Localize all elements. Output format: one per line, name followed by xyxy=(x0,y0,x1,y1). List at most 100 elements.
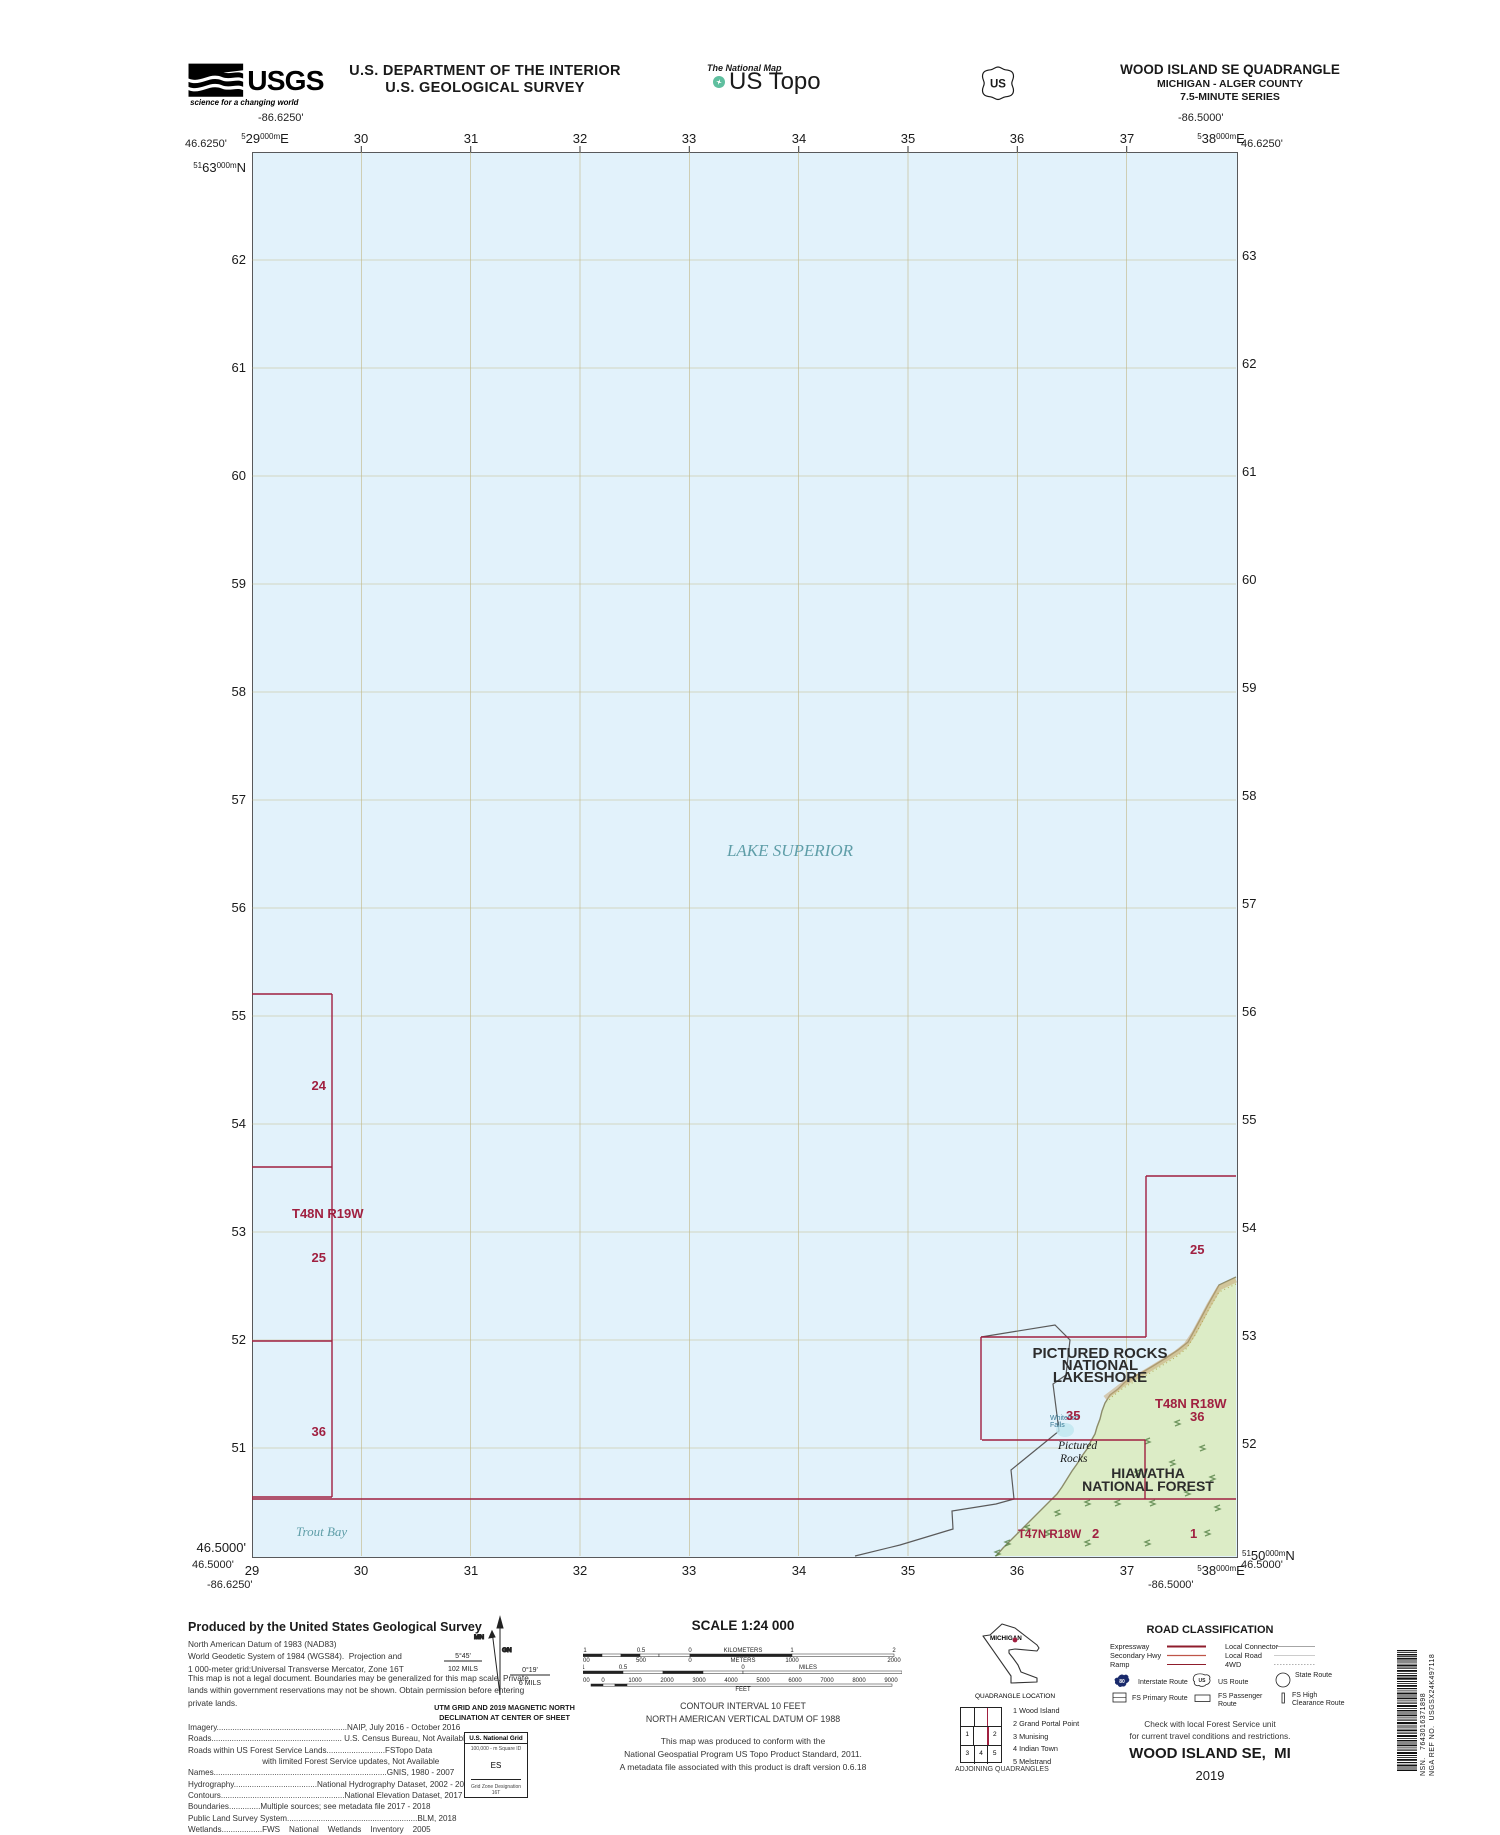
svg-text:T47N R18W: T47N R18W xyxy=(1018,1529,1081,1541)
svg-text:MN: MN xyxy=(474,1634,484,1641)
svg-text:1000: 1000 xyxy=(785,1658,799,1664)
svg-text:1: 1 xyxy=(790,1648,794,1654)
svg-text:37: 37 xyxy=(1120,1563,1134,1578)
svg-text:2000: 2000 xyxy=(660,1678,674,1684)
svg-text:31: 31 xyxy=(464,1563,478,1578)
svg-text:0: 0 xyxy=(688,1658,692,1664)
svg-text:52: 52 xyxy=(1242,1436,1256,1451)
svg-text:0.5: 0.5 xyxy=(637,1648,646,1654)
svg-text:Pictured: Pictured xyxy=(1057,1440,1097,1452)
svg-text:Clearance Route: Clearance Route xyxy=(1292,1700,1345,1707)
svg-text:5150000mN: 5150000mN xyxy=(1242,1548,1295,1563)
svg-text:31: 31 xyxy=(464,131,478,146)
svg-text:5163000mN: 5163000mN xyxy=(193,160,246,175)
svg-text:State Route: State Route xyxy=(1295,1672,1332,1679)
svg-text:32: 32 xyxy=(573,1563,587,1578)
svg-text:54: 54 xyxy=(232,1116,246,1131)
svg-text:58: 58 xyxy=(232,684,246,699)
svg-text:59: 59 xyxy=(232,576,246,591)
svg-text:2: 2 xyxy=(892,1648,896,1654)
svg-text:6 MILS: 6 MILS xyxy=(519,1680,542,1687)
svg-text:30: 30 xyxy=(354,131,368,146)
svg-text:FS Passenger: FS Passenger xyxy=(1218,1693,1263,1700)
svg-text:FS High: FS High xyxy=(1292,1692,1317,1699)
svg-text:25: 25 xyxy=(312,1250,326,1265)
svg-text:LAKESHORE: LAKESHORE xyxy=(1053,1369,1147,1386)
svg-text:52: 52 xyxy=(232,1332,246,1347)
svg-text:56: 56 xyxy=(232,900,246,915)
svg-text:34: 34 xyxy=(792,131,806,146)
svg-text:QUADRANGLE LOCATION: QUADRANGLE LOCATION xyxy=(975,1693,1055,1700)
svg-text:Local Connector: Local Connector xyxy=(1225,1642,1279,1651)
svg-text:35: 35 xyxy=(901,1563,915,1578)
svg-text:1000: 1000 xyxy=(628,1678,642,1684)
svg-text:Rocks: Rocks xyxy=(1059,1453,1088,1465)
svg-text:Interstate Route: Interstate Route xyxy=(1138,1679,1188,1686)
svg-text:57: 57 xyxy=(1242,896,1256,911)
svg-text:5000: 5000 xyxy=(756,1678,770,1684)
svg-text:Falls: Falls xyxy=(1050,1422,1065,1429)
svg-text:57: 57 xyxy=(232,792,246,807)
svg-text:538000mE: 538000mE xyxy=(1197,131,1245,146)
svg-text:34: 34 xyxy=(792,1563,806,1578)
svg-text:METERS: METERS xyxy=(730,1658,755,1664)
svg-text:2: 2 xyxy=(1092,1526,1099,1541)
svg-text:59: 59 xyxy=(1242,680,1256,695)
svg-text:36: 36 xyxy=(1190,1409,1204,1424)
svg-text:4000: 4000 xyxy=(724,1678,738,1684)
svg-text:0.5: 0.5 xyxy=(619,1665,628,1671)
svg-text:T48N R19W: T48N R19W xyxy=(292,1206,364,1221)
svg-text:0: 0 xyxy=(688,1648,692,1654)
svg-text:FS Primary Route: FS Primary Route xyxy=(1132,1695,1188,1702)
svg-text:30: 30 xyxy=(354,1563,368,1578)
svg-text:1: 1 xyxy=(1190,1526,1197,1541)
svg-text:5°45': 5°45' xyxy=(455,1652,471,1660)
svg-text:Trout Bay: Trout Bay xyxy=(296,1524,347,1539)
svg-text:36: 36 xyxy=(1010,1563,1024,1578)
svg-text:53: 53 xyxy=(1242,1328,1256,1343)
svg-text:24: 24 xyxy=(312,1078,327,1093)
svg-text:36: 36 xyxy=(1010,131,1024,146)
svg-text:80: 80 xyxy=(1119,1679,1125,1685)
svg-text:2000: 2000 xyxy=(887,1658,901,1664)
svg-text:60: 60 xyxy=(1242,572,1256,587)
svg-text:33: 33 xyxy=(682,131,696,146)
svg-text:Local Road: Local Road xyxy=(1225,1651,1262,1660)
svg-text:Secondary Hwy: Secondary Hwy xyxy=(1110,1651,1161,1660)
svg-text:1000: 1000 xyxy=(583,1678,590,1684)
svg-text:8000: 8000 xyxy=(852,1678,866,1684)
svg-text:US Route: US Route xyxy=(1218,1679,1248,1686)
svg-text:35: 35 xyxy=(901,131,915,146)
svg-text:55: 55 xyxy=(1242,1112,1256,1127)
svg-text:Route: Route xyxy=(1218,1701,1237,1708)
svg-text:7000: 7000 xyxy=(820,1678,834,1684)
svg-text:55: 55 xyxy=(232,1008,246,1023)
svg-text:53: 53 xyxy=(232,1224,246,1239)
svg-text:61: 61 xyxy=(232,360,246,375)
svg-text:0: 0 xyxy=(601,1678,605,1684)
svg-text:60: 60 xyxy=(232,468,246,483)
svg-text:MICHIGAN: MICHIGAN xyxy=(990,1635,1022,1642)
svg-text:9000: 9000 xyxy=(884,1678,898,1684)
svg-text:500: 500 xyxy=(636,1658,647,1664)
svg-text:35: 35 xyxy=(1066,1408,1080,1423)
svg-text:GN: GN xyxy=(502,1647,512,1654)
svg-text:0: 0 xyxy=(741,1665,745,1671)
svg-text:46.5000': 46.5000' xyxy=(197,1540,246,1555)
svg-text:51: 51 xyxy=(232,1440,246,1455)
svg-text:KILOMETERS: KILOMETERS xyxy=(724,1648,763,1654)
svg-text:62: 62 xyxy=(1242,356,1256,371)
svg-text:4WD: 4WD xyxy=(1225,1660,1241,1669)
svg-text:6000: 6000 xyxy=(788,1678,802,1684)
svg-text:1000: 1000 xyxy=(583,1658,590,1664)
svg-text:1: 1 xyxy=(583,1648,587,1654)
svg-text:61: 61 xyxy=(1242,464,1256,479)
svg-text:62: 62 xyxy=(232,252,246,267)
svg-text:US: US xyxy=(1199,1678,1207,1684)
svg-text:LAKE SUPERIOR: LAKE SUPERIOR xyxy=(726,841,854,860)
svg-text:0°19': 0°19' xyxy=(522,1666,538,1674)
svg-text:58: 58 xyxy=(1242,788,1256,803)
svg-text:37: 37 xyxy=(1120,131,1134,146)
svg-text:538000mE: 538000mE xyxy=(1197,1563,1245,1578)
svg-text:63: 63 xyxy=(1242,248,1256,263)
